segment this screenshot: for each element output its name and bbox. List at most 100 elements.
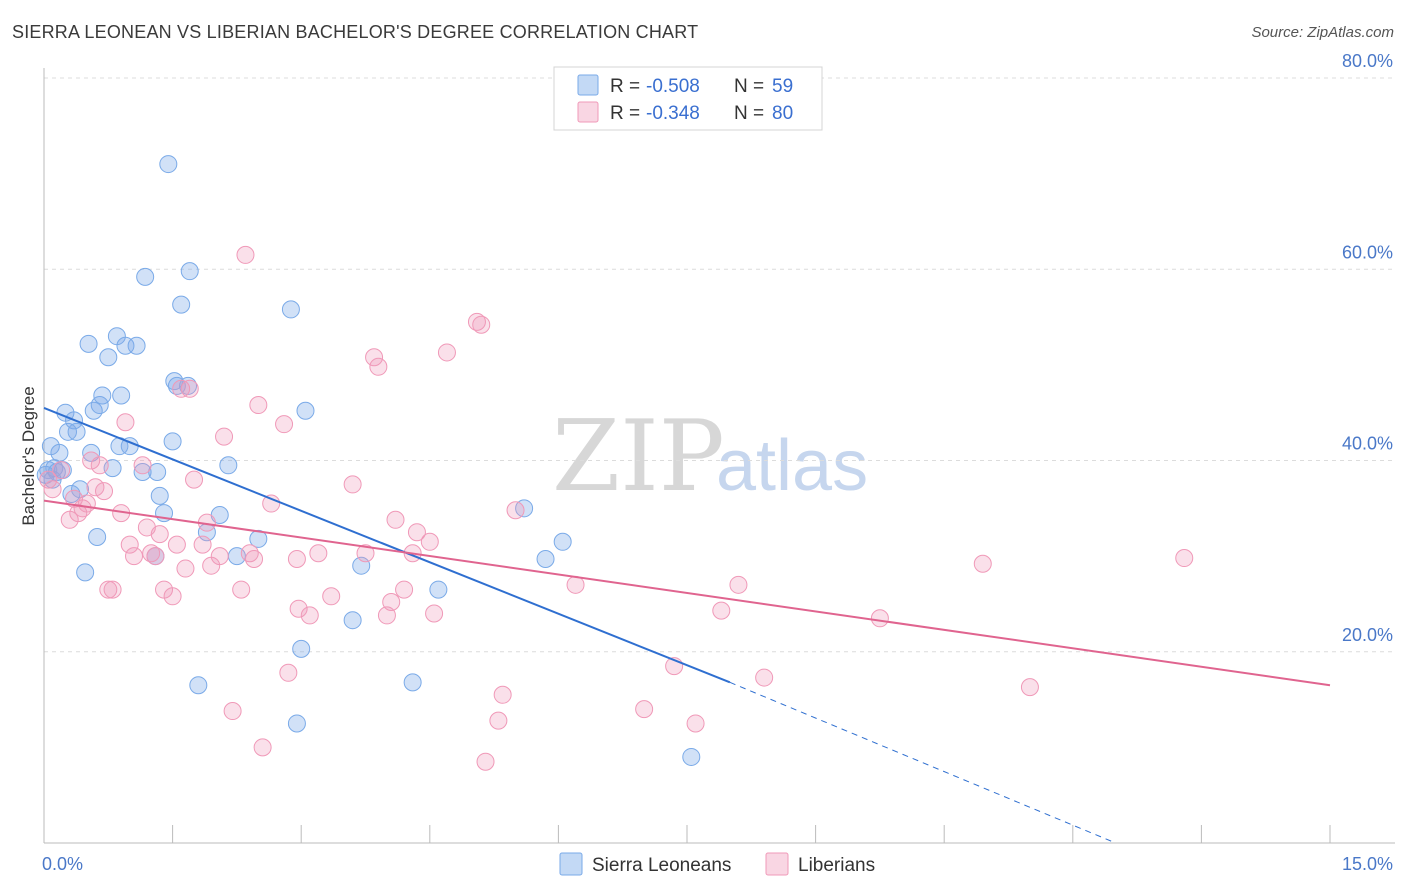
data-point [150,486,169,505]
data-point [553,532,572,551]
data-point [429,580,448,599]
series-liberians-points [39,245,1194,771]
legend-r-value: -0.348 [646,103,700,124]
data-point [180,262,199,281]
data-point [163,432,182,451]
data-point [67,422,86,441]
data-point [356,544,375,563]
data-point [682,747,701,766]
data-point [536,549,555,568]
data-point [112,386,131,405]
data-point [289,599,308,618]
bottom-legend-swatch-liberians [765,852,789,876]
data-point [223,702,242,721]
data-point [296,401,315,420]
legend-n-value: 59 [772,76,793,97]
legend-swatch-sierra-leoneans [577,74,599,96]
data-point [210,547,229,566]
data-point [420,532,439,551]
data-point [215,427,234,446]
data-point [82,443,101,462]
chart-title: SIERRA LEONEAN VS LIBERIAN BACHELOR'S DE… [12,22,699,42]
data-point [163,587,182,606]
watermark: ZIP atlas [552,400,868,514]
data-point [343,475,362,494]
series-sierra-leoneans-points [36,155,701,766]
data-point [369,357,388,376]
data-point [287,549,306,568]
data-point [232,580,251,599]
data-point [71,480,90,499]
data-point [43,480,62,499]
data-point [566,575,585,594]
data-point [99,580,118,599]
legend-n-label: N = [734,76,764,97]
correlation-legend: R = -0.508 N = 59 R = -0.348 N = 80 [553,66,823,131]
data-point [52,461,71,480]
y-tick-label: 80.0% [1342,51,1393,71]
bottom-legend-swatch-sierra-leoneans [559,852,583,876]
legend-n-label: N = [734,103,764,124]
data-point [279,663,298,682]
data-point [88,528,107,546]
legend-box [553,66,823,131]
x-axis-ticks [172,825,1331,843]
x-tick-label: 0.0% [42,854,83,874]
data-point [165,372,184,391]
data-point [275,415,294,434]
data-point [193,535,212,554]
data-point [262,494,281,513]
data-point [185,470,204,489]
data-point [116,413,135,432]
data-point [1020,678,1039,697]
data-point [77,494,96,513]
data-point [281,300,300,319]
data-point [146,547,165,566]
data-point [50,443,69,462]
data-point [322,587,341,606]
data-point [377,606,396,625]
data-point [76,563,95,582]
data-point [90,456,109,475]
data-point [189,676,208,695]
data-point [686,714,705,733]
data-point [249,396,268,415]
legend-r-label: R = [610,103,640,124]
data-point [95,482,114,501]
x-axis-tick-labels: 0.0% 15.0% [42,854,1393,874]
data-point [99,348,118,367]
data-point [729,575,748,594]
data-point [1175,549,1194,568]
data-point [472,315,491,334]
data-point [493,685,512,704]
data-point [176,559,195,578]
data-point [712,601,731,620]
trend-line-sierra-leoneans-extrapolated [729,681,1116,844]
data-point [395,580,414,599]
legend-swatch-liberians [577,101,599,123]
data-point [245,549,264,568]
x-tick-label: 15.0% [1342,854,1393,874]
data-point [382,593,401,612]
data-point [148,462,167,481]
data-point [125,547,144,566]
data-point [93,386,112,405]
data-point [172,295,191,314]
y-tick-label: 20.0% [1342,625,1393,645]
data-point [219,456,238,475]
bottom-legend-label-sierra-leoneans: Sierra Leoneans [592,855,731,876]
data-point [103,580,122,599]
data-point [86,478,105,497]
legend-r-label: R = [610,76,640,97]
data-point [133,456,152,475]
watermark-zip: ZIP [552,400,725,514]
y-tick-label: 60.0% [1342,242,1393,262]
axes [43,68,1395,844]
data-point [973,554,992,573]
bottom-legend-label-liberians: Liberians [798,855,875,876]
data-point [343,611,362,630]
data-point [180,379,199,398]
data-point [136,267,155,286]
bottom-legend: Sierra Leoneans Liberians [559,852,875,876]
